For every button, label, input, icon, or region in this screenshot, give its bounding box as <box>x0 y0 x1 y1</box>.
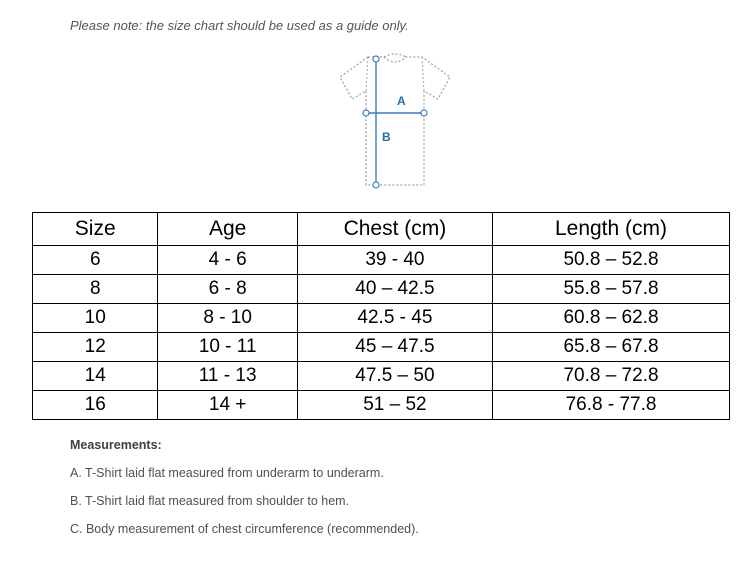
table-cell: 55.8 – 57.8 <box>493 275 730 304</box>
table-row: 108 - 1042.5 - 4560.8 – 62.8 <box>33 304 730 333</box>
measurement-line: A. T-Shirt laid flat measured from under… <box>70 466 720 480</box>
table-cell: 45 – 47.5 <box>297 333 492 362</box>
table-cell: 8 <box>33 275 158 304</box>
table-cell: 47.5 – 50 <box>297 362 492 391</box>
table-header-row: Size Age Chest (cm) Length (cm) <box>33 213 730 246</box>
table-cell: 6 - 8 <box>158 275 297 304</box>
col-header-length: Length (cm) <box>493 213 730 246</box>
table-cell: 16 <box>33 391 158 420</box>
table-cell: 12 <box>33 333 158 362</box>
table-cell: 6 <box>33 246 158 275</box>
diagram-label-a: A <box>397 94 406 108</box>
table-cell: 11 - 13 <box>158 362 297 391</box>
table-row: 64 - 639 - 4050.8 – 52.8 <box>33 246 730 275</box>
col-header-chest: Chest (cm) <box>297 213 492 246</box>
table-cell: 50.8 – 52.8 <box>493 246 730 275</box>
tshirt-diagram-icon: A B <box>330 47 460 202</box>
col-header-size: Size <box>33 213 158 246</box>
table-cell: 14 <box>33 362 158 391</box>
table-row: 1411 - 1347.5 – 5070.8 – 72.8 <box>33 362 730 391</box>
table-cell: 65.8 – 67.8 <box>493 333 730 362</box>
table-cell: 40 – 42.5 <box>297 275 492 304</box>
measurements-heading: Measurements: <box>70 438 720 452</box>
size-chart-note: Please note: the size chart should be us… <box>70 18 720 33</box>
table-cell: 14 + <box>158 391 297 420</box>
table-cell: 4 - 6 <box>158 246 297 275</box>
table-row: 1210 - 1145 – 47.565.8 – 67.8 <box>33 333 730 362</box>
table-cell: 51 – 52 <box>297 391 492 420</box>
table-cell: 76.8 - 77.8 <box>493 391 730 420</box>
table-cell: 39 - 40 <box>297 246 492 275</box>
size-chart-table: Size Age Chest (cm) Length (cm) 64 - 639… <box>32 212 730 420</box>
table-cell: 10 - 11 <box>158 333 297 362</box>
table-cell: 42.5 - 45 <box>297 304 492 333</box>
measurement-line: B. T-Shirt laid flat measured from shoul… <box>70 494 720 508</box>
table-cell: 70.8 – 72.8 <box>493 362 730 391</box>
table-cell: 8 - 10 <box>158 304 297 333</box>
tshirt-diagram-container: A B <box>70 47 720 202</box>
table-row: 1614 +51 – 5276.8 - 77.8 <box>33 391 730 420</box>
table-cell: 60.8 – 62.8 <box>493 304 730 333</box>
diagram-label-b: B <box>382 130 391 144</box>
table-row: 86 - 840 – 42.555.8 – 57.8 <box>33 275 730 304</box>
measurement-line: C. Body measurement of chest circumferen… <box>70 522 720 536</box>
measurements-section: Measurements: A. T-Shirt laid flat measu… <box>70 438 720 536</box>
table-cell: 10 <box>33 304 158 333</box>
col-header-age: Age <box>158 213 297 246</box>
